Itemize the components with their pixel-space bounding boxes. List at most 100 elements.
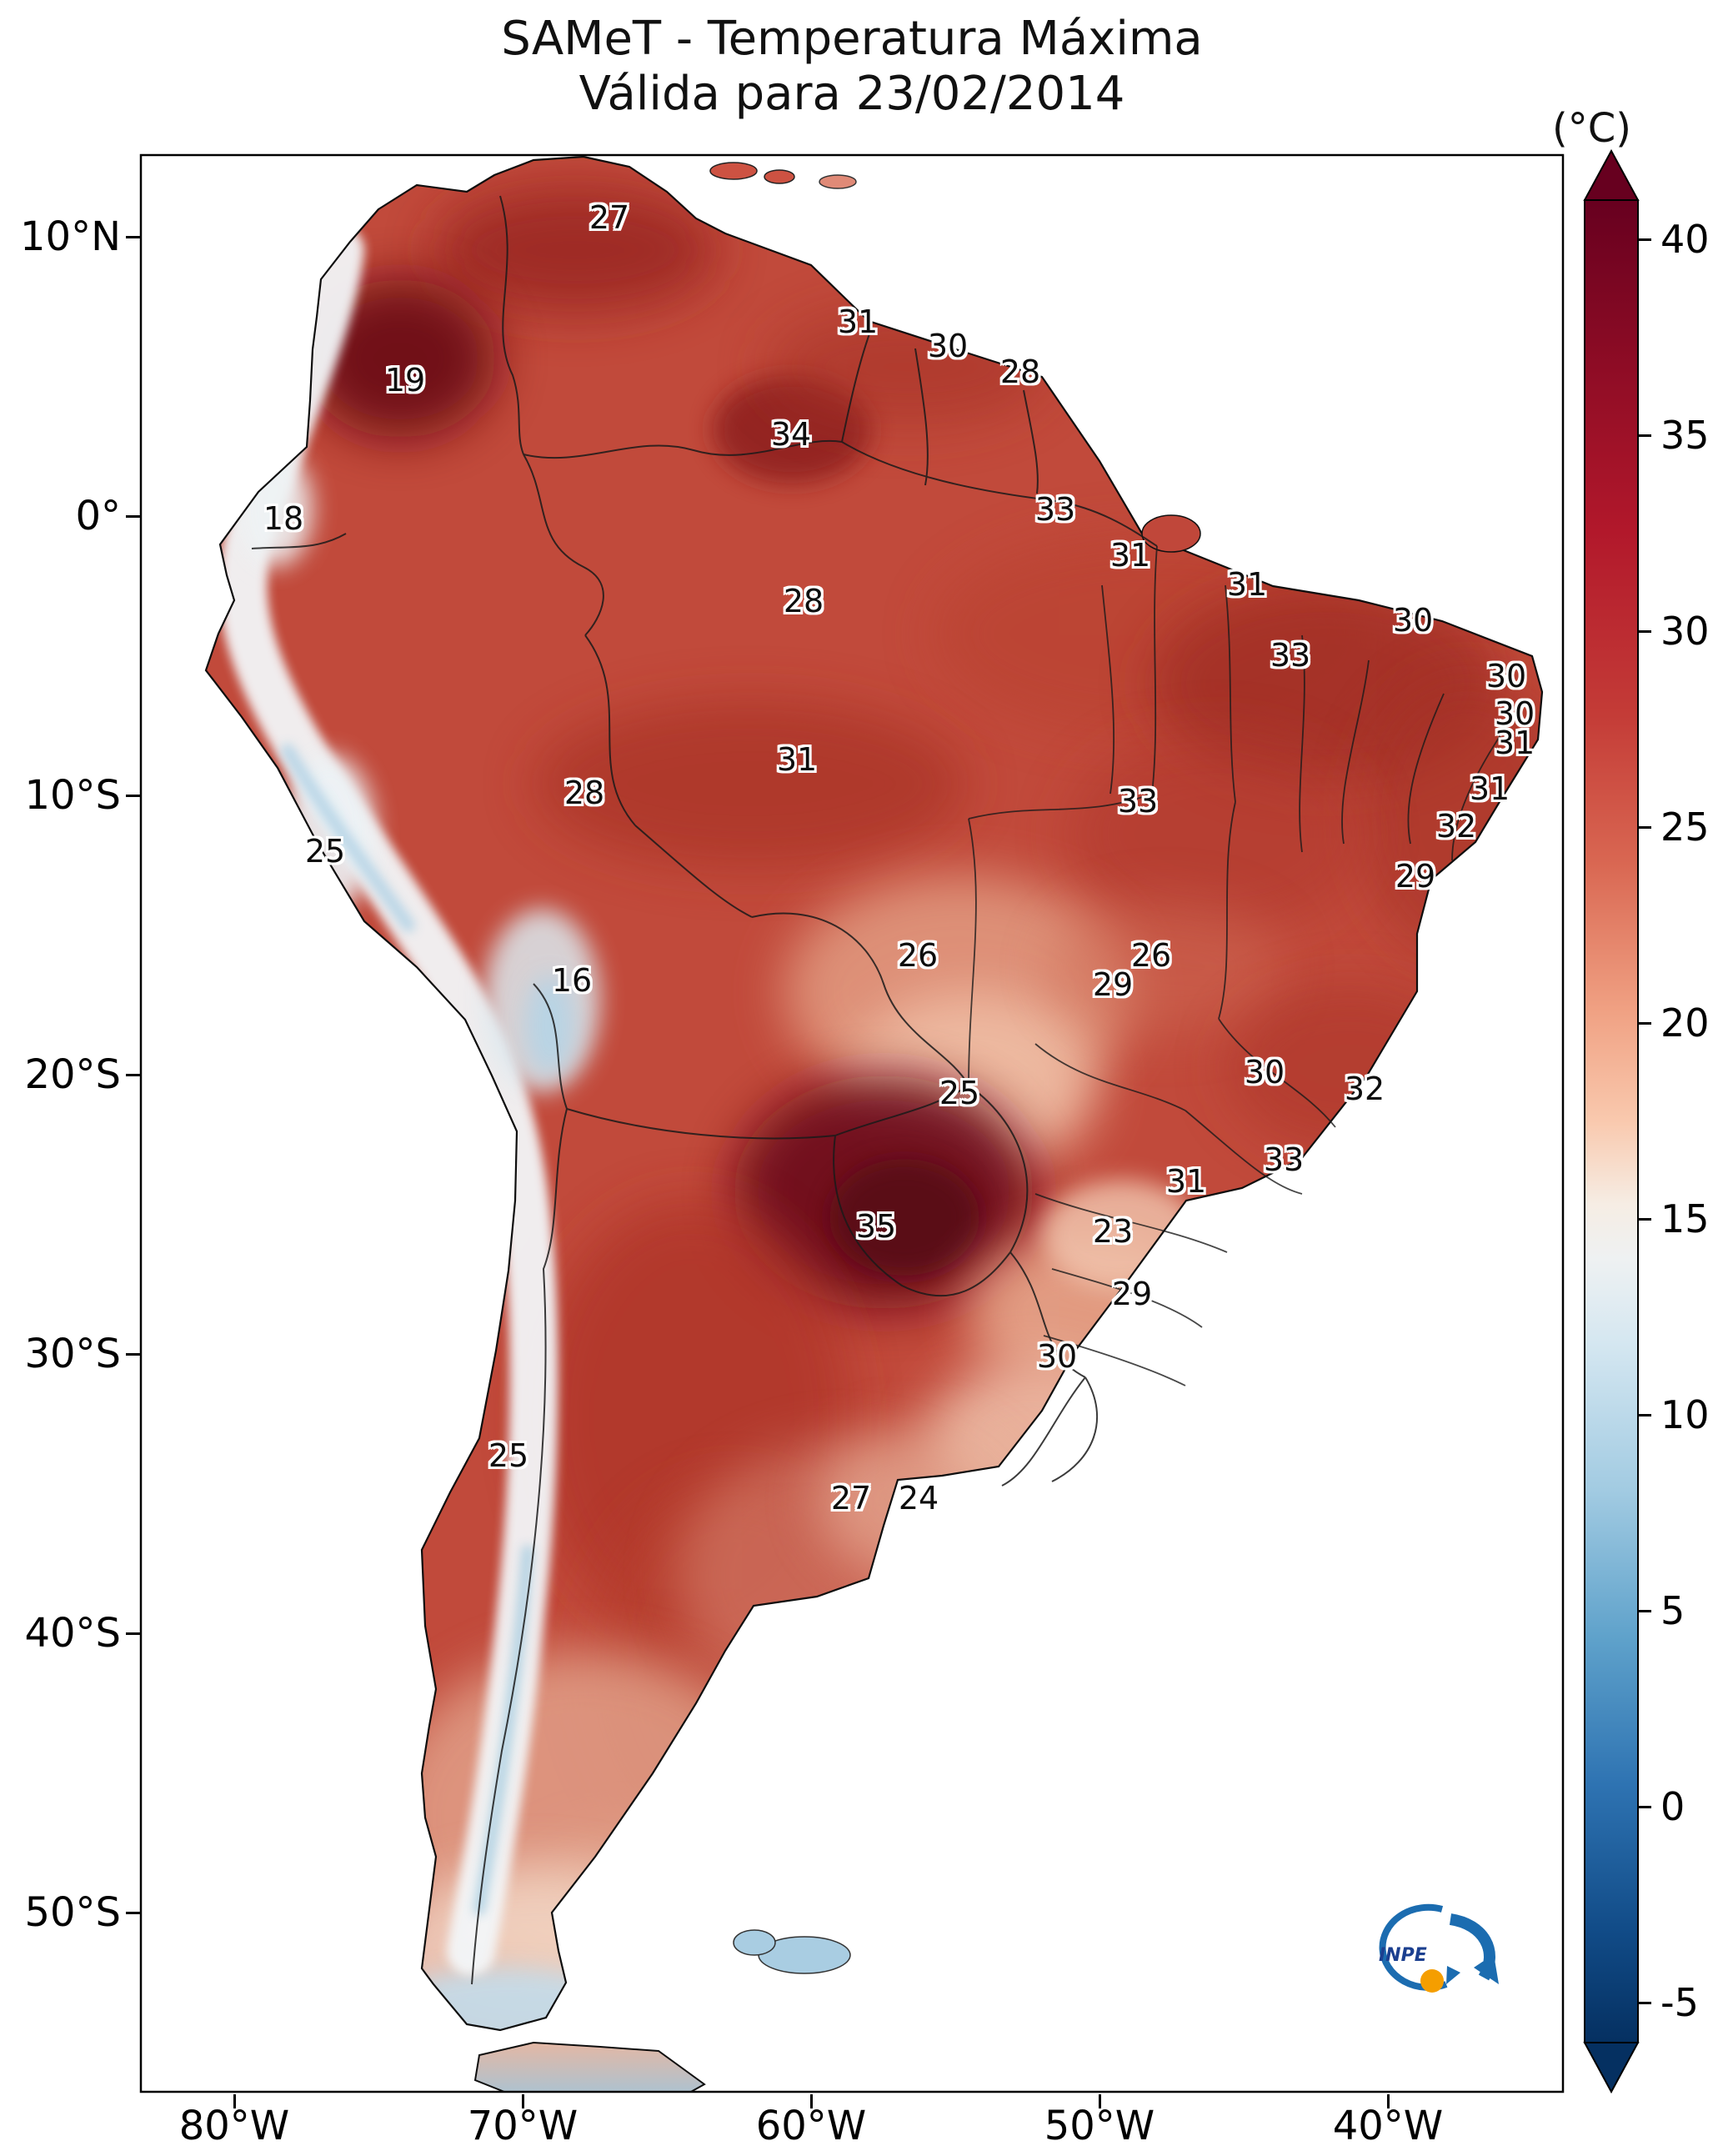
lon-tick-label: 70°W: [467, 2103, 579, 2149]
lat-tick-mark: [126, 1912, 140, 1914]
colorbar-tick-label: 25: [1660, 805, 1710, 850]
colorbar-tick-mark: [1639, 1218, 1651, 1221]
colorbar-tick-label: 40: [1660, 217, 1710, 262]
lat-tick-label: 20°S: [24, 1051, 121, 1098]
temp-label-26: 26: [1130, 937, 1172, 974]
lat-tick-mark: [126, 515, 140, 518]
temp-label-28: 28: [999, 353, 1041, 390]
temp-label-31: 31: [1494, 725, 1535, 761]
map-subtitle: Válida para 23/02/2014: [579, 67, 1125, 121]
temp-label-34: 34: [770, 416, 812, 453]
lat-tick-label: 30°S: [24, 1331, 121, 1377]
lat-tick-label: 50°S: [24, 1889, 121, 1936]
lon-tick-label: 40°W: [1332, 2103, 1444, 2149]
temp-label-29: 29: [1111, 1276, 1153, 1312]
lat-tick-label: 10°S: [24, 772, 121, 819]
colorbar-tick-mark: [1639, 1414, 1651, 1416]
temp-label-32: 32: [1344, 1070, 1385, 1107]
lon-tick-label: 60°W: [755, 2103, 867, 2149]
lat-tick-label: 0°: [75, 493, 121, 539]
colorbar-tick-label: 10: [1660, 1392, 1710, 1437]
temp-label-23: 23: [1092, 1213, 1134, 1250]
lon-tick-mark: [1099, 2094, 1101, 2108]
lat-tick-label: 40°S: [24, 1610, 121, 1657]
temp-label-26: 26: [897, 937, 939, 974]
temp-label-31: 31: [1109, 537, 1151, 574]
temp-label-18: 18: [263, 500, 304, 537]
colorbar-gradient: [1584, 199, 1639, 2043]
temp-label-29: 29: [1395, 858, 1436, 895]
lon-tick-mark: [810, 2094, 813, 2108]
island: [764, 169, 795, 184]
colorbar-tick-label: 20: [1660, 1000, 1710, 1045]
colorbar-tick-label: 0: [1660, 1784, 1685, 1829]
lon-tick-mark: [233, 2094, 236, 2108]
inpe-logo-text: INPE: [1379, 1945, 1427, 1966]
temp-label-25: 25: [488, 1437, 529, 1474]
temp-label-25: 25: [304, 833, 346, 870]
temp-label-30: 30: [1036, 1338, 1078, 1375]
lon-tick-label: 50°W: [1044, 2103, 1155, 2149]
colorbar-tick-label: 35: [1660, 413, 1710, 458]
temp-label-33: 33: [1270, 637, 1311, 674]
colorbar-tick-mark: [1639, 2002, 1651, 2004]
lat-tick-mark: [126, 1632, 140, 1635]
temp-label-27: 27: [830, 1480, 872, 1517]
colorbar-tick-label: 5: [1660, 1588, 1685, 1633]
colorbar-unit-label: (°C): [1552, 105, 1631, 152]
temp-label-19: 19: [384, 362, 426, 399]
temp-label-30: 30: [927, 328, 969, 364]
colorbar-top-arrow: [1583, 148, 1640, 201]
temp-label-25: 25: [939, 1075, 980, 1111]
temp-label-33: 33: [1263, 1141, 1305, 1178]
lat-tick-mark: [126, 1353, 140, 1356]
temp-label-31: 31: [1165, 1163, 1207, 1200]
island-marajo: [1141, 514, 1201, 553]
temp-label-33: 33: [1034, 491, 1076, 528]
temp-label-24: 24: [898, 1480, 939, 1517]
colorbar: [1583, 148, 1640, 2094]
island-falklands: [733, 1929, 776, 1956]
colorbar-tick-mark: [1639, 1806, 1651, 1808]
colorbar-tick-mark: [1639, 826, 1651, 829]
map-title: SAMeT - Temperatura Máxima: [501, 12, 1203, 66]
lat-tick-label: 10°N: [20, 213, 121, 260]
temp-label-31: 31: [837, 303, 879, 340]
country-borders: [251, 195, 1158, 1985]
temp-label-31: 31: [1226, 566, 1268, 603]
temp-label-30: 30: [1244, 1054, 1285, 1091]
island-trinidad: [709, 162, 758, 180]
temp-label-28: 28: [563, 775, 605, 811]
inpe-logo: INPE: [1379, 1903, 1499, 1993]
temp-label-27: 27: [589, 199, 630, 236]
temp-label-30: 30: [1392, 602, 1434, 639]
colorbar-tick-mark: [1639, 434, 1651, 437]
colorbar-tick-mark: [1639, 1022, 1651, 1025]
tierra-del-fuego: [473, 2041, 706, 2092]
colorbar-tick-label: -5: [1660, 1980, 1699, 2025]
colorbar-tick-mark: [1639, 1610, 1651, 1612]
state-borders: [968, 545, 1501, 1386]
map-frame: [139, 153, 1565, 2093]
lon-tick-mark: [522, 2094, 524, 2108]
temp-label-16: 16: [551, 962, 593, 999]
temp-label-32: 32: [1435, 808, 1477, 845]
lat-tick-mark: [126, 236, 140, 238]
temp-label-35: 35: [855, 1208, 897, 1245]
colorbar-tick-label: 15: [1660, 1196, 1710, 1241]
temp-label-33: 33: [1117, 783, 1159, 820]
temp-label-28: 28: [783, 583, 824, 619]
lat-tick-mark: [126, 795, 140, 797]
temp-label-31: 31: [776, 741, 818, 778]
temp-label-29: 29: [1092, 966, 1134, 1003]
temp-label-30: 30: [1485, 658, 1527, 694]
colorbar-bottom-arrow: [1583, 2042, 1640, 2094]
colorbar-tick-mark: [1639, 630, 1651, 633]
temp-label-30: 30: [1494, 695, 1535, 732]
lon-tick-label: 80°W: [178, 2103, 290, 2149]
lon-tick-mark: [1387, 2094, 1390, 2108]
island: [819, 174, 857, 189]
lat-tick-mark: [126, 1074, 140, 1076]
